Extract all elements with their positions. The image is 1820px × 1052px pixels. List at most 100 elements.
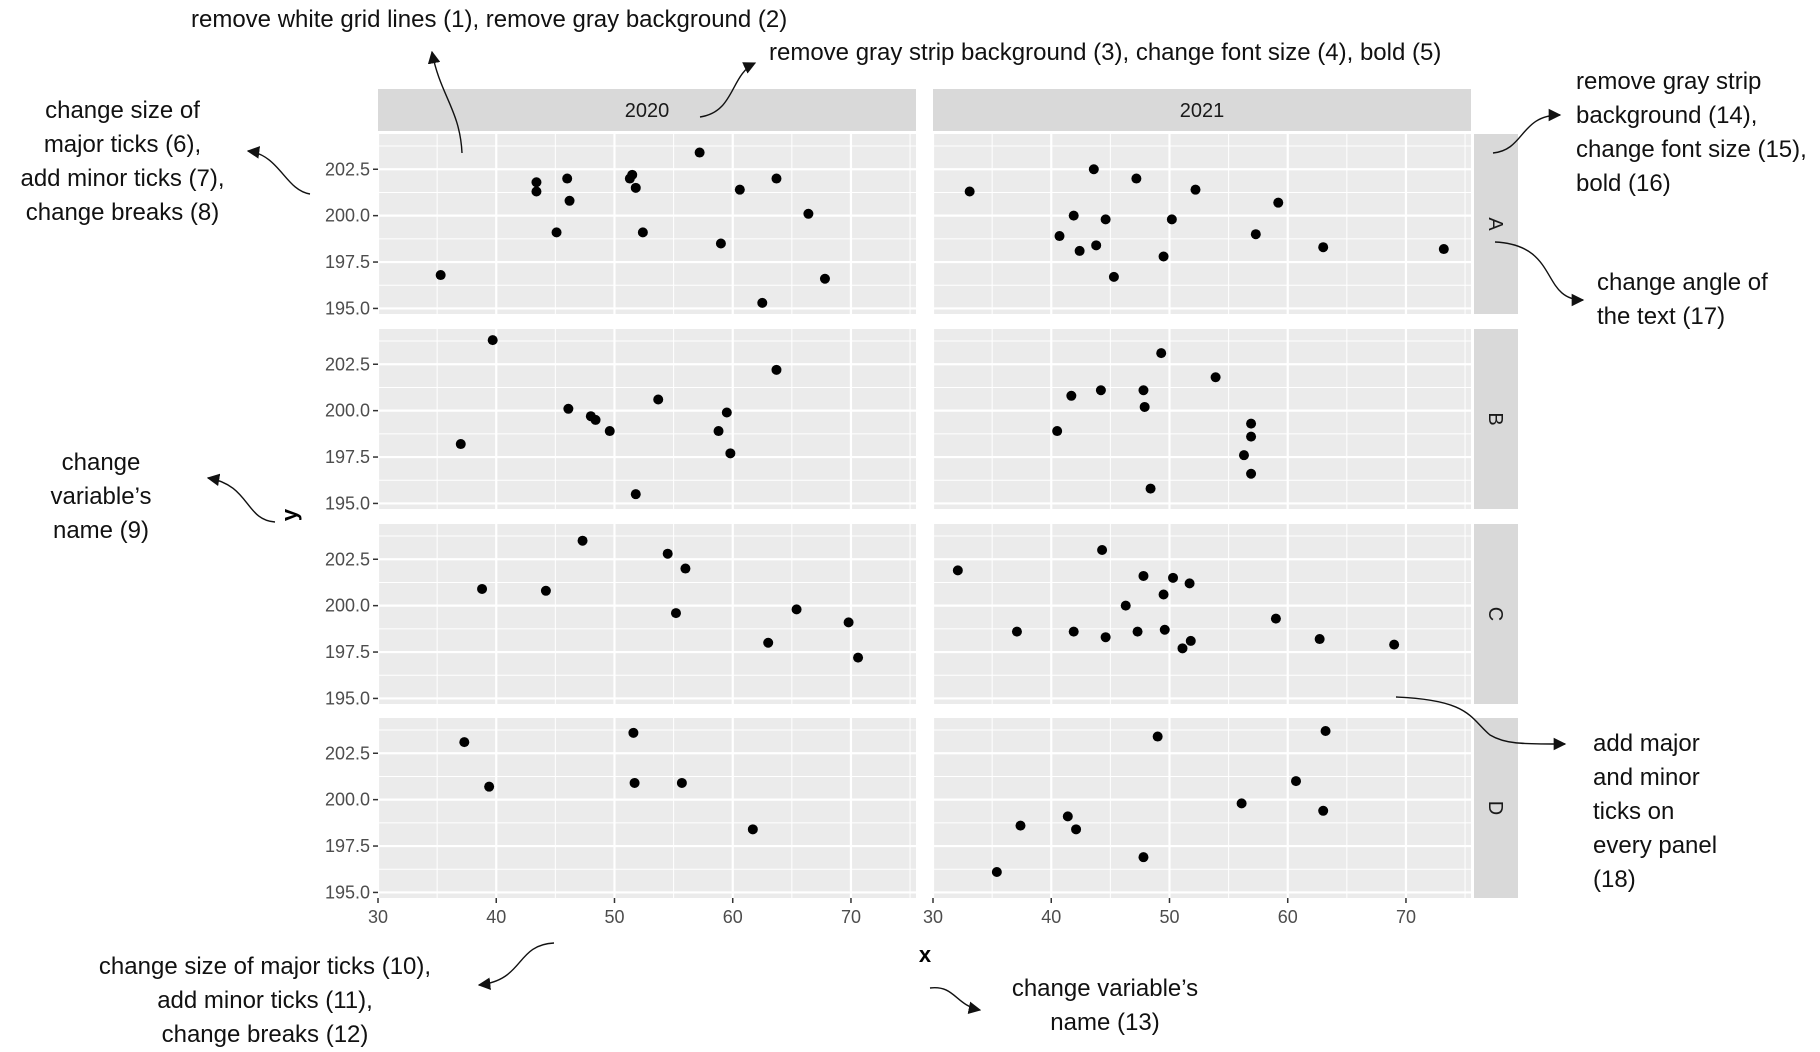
row-strip-label-C: C [1484, 607, 1506, 621]
arrow-x-name [929, 987, 982, 1014]
data-point [1158, 251, 1169, 262]
data-point [1095, 385, 1106, 396]
data-point [1210, 372, 1221, 383]
data-point [1145, 483, 1156, 494]
annotation-strip-right: remove gray strip background (14), chang… [1576, 68, 1807, 197]
data-point [1138, 570, 1149, 581]
data-point [577, 535, 588, 546]
row-strip-D [1474, 718, 1518, 898]
data-point [721, 407, 732, 418]
arrow-strip-top [699, 62, 757, 118]
x-axis-title: x [919, 942, 932, 967]
data-point [1066, 390, 1077, 401]
column-strip-2021 [933, 89, 1471, 131]
data-point [1100, 214, 1111, 225]
data-point [1246, 431, 1257, 442]
data-point [1185, 635, 1196, 646]
data-point [477, 583, 488, 594]
arrow-panel-ticks [1395, 696, 1567, 751]
panel-background [378, 134, 916, 314]
data-point [1270, 613, 1281, 624]
data-point [734, 184, 745, 195]
y-tick-label: 202.5 [325, 549, 370, 569]
data-point [487, 335, 498, 346]
data-point [1054, 231, 1065, 242]
y-tick-label: 197.5 [325, 642, 370, 662]
arrow-y-name [206, 473, 276, 523]
x-tick-label: 60 [723, 907, 743, 927]
data-point [1184, 578, 1195, 589]
data-point [653, 394, 664, 405]
row-strip-B [1474, 329, 1518, 509]
data-point [676, 777, 687, 788]
data-point [1166, 214, 1177, 225]
data-point [1177, 643, 1188, 654]
data-point [1091, 240, 1102, 251]
data-point [843, 617, 854, 628]
panel-background [378, 524, 916, 704]
data-point [1438, 244, 1449, 255]
data-point [694, 147, 705, 158]
column-strip-label-2021: 2021 [1180, 100, 1225, 122]
x-tick-label: 70 [1396, 907, 1416, 927]
panel-background [378, 718, 916, 898]
data-point [1052, 426, 1063, 437]
data-point [1246, 468, 1257, 479]
data-point [1291, 776, 1302, 787]
data-point [713, 426, 724, 437]
y-tick-label: 200.0 [325, 596, 370, 616]
data-point [1120, 600, 1131, 611]
data-point [803, 208, 814, 219]
y-tick-label: 195.0 [325, 882, 370, 902]
data-point [459, 737, 470, 748]
data-point [1168, 572, 1179, 583]
data-point [1159, 624, 1170, 635]
data-point [563, 403, 574, 414]
panel-2021-C [931, 524, 1471, 704]
data-point [1100, 632, 1111, 643]
data-point [630, 182, 641, 193]
data-point [1314, 634, 1325, 645]
panel-2020-A [376, 134, 916, 314]
data-point [1097, 544, 1108, 555]
data-point [637, 227, 648, 238]
data-point [1238, 450, 1249, 461]
data-point [952, 565, 963, 576]
data-point [791, 604, 802, 615]
panel-2021-B [931, 329, 1471, 509]
data-point [670, 608, 681, 619]
x-tick-label: 50 [1159, 907, 1179, 927]
x-tick-label: 40 [486, 907, 506, 927]
y-tick-label: 195.0 [325, 298, 370, 318]
y-tick-label: 202.5 [325, 159, 370, 179]
data-point [662, 548, 673, 559]
data-point [1156, 348, 1167, 359]
data-point [1152, 731, 1163, 742]
data-point [1068, 210, 1079, 221]
data-point [1318, 242, 1329, 253]
data-point [1011, 626, 1022, 637]
panel-background [933, 718, 1471, 898]
panel-2021-A [931, 134, 1471, 314]
arrow-strip-angle [1494, 241, 1585, 307]
y-tick-label: 197.5 [325, 836, 370, 856]
data-point [484, 781, 495, 792]
data-point [680, 563, 691, 574]
row-strip-label-D: D [1484, 801, 1506, 815]
data-point [629, 777, 640, 788]
y-tick-label: 202.5 [325, 354, 370, 374]
data-point [630, 489, 641, 500]
x-tick-label: 30 [923, 907, 943, 927]
annotation-grid-background: remove white grid lines (1), remove gray… [191, 6, 788, 33]
facet-grid: 2020 2021 A B C D 195.0 197.5 200.0 202.5 195.0 197… [277, 89, 1518, 967]
y-tick-label: 197.5 [325, 447, 370, 467]
data-point [627, 169, 638, 180]
data-point [1318, 805, 1329, 816]
data-point [771, 173, 782, 184]
annotation-y-ticks: change size of major ticks (6), add mino… [20, 97, 225, 226]
annotation-x-name: change variable’s name (13) [1011, 975, 1199, 1036]
x-tick-label: 70 [841, 907, 861, 927]
x-tick-label: 30 [368, 907, 388, 927]
data-point [1320, 725, 1331, 736]
